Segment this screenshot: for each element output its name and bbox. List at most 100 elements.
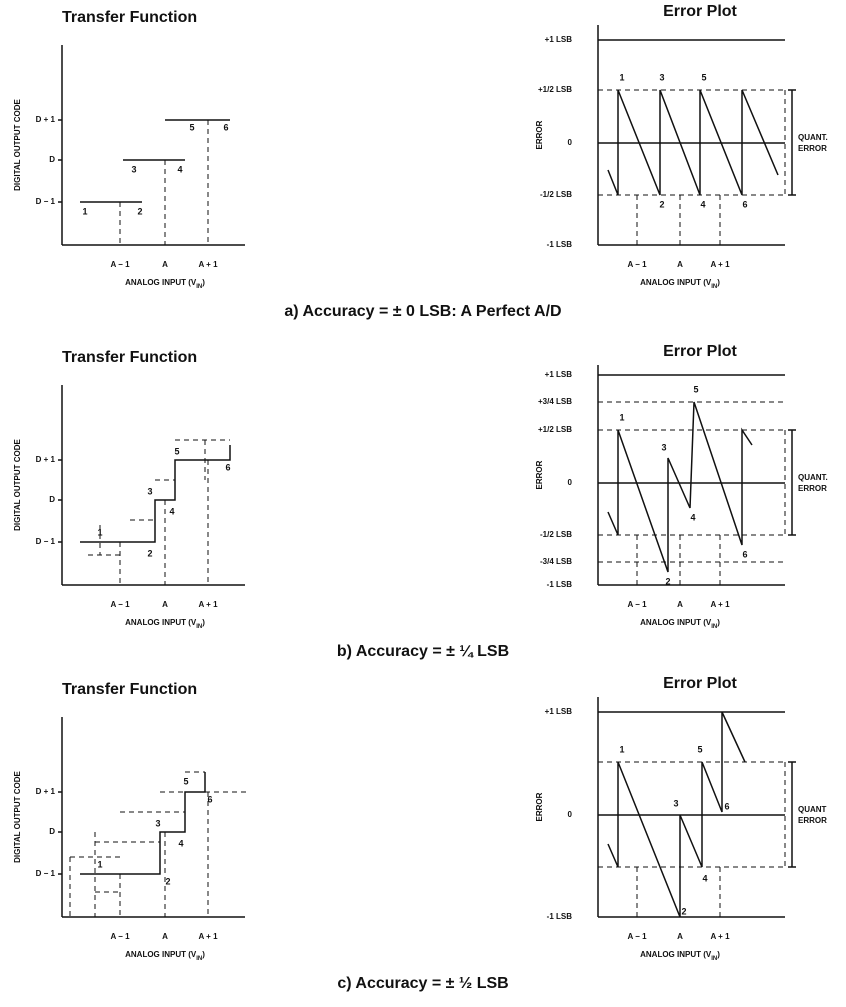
x-tick-label: A: [677, 932, 683, 941]
error-title: Error Plot: [663, 3, 737, 20]
error-tick-label: +3/4 LSB: [538, 397, 572, 406]
error-axis-label: ERROR: [535, 460, 544, 489]
x-label-end: ): [202, 950, 205, 959]
point-label: 2: [165, 876, 170, 886]
caption: c) Accuracy = ± ½ LSB: [337, 975, 508, 992]
point-label: 3: [659, 72, 664, 82]
x-label-sub: IN: [711, 624, 717, 630]
y-tick-label: D + 1: [36, 455, 56, 464]
x-tick-label: A − 1: [627, 260, 647, 269]
x-label-end: ): [717, 950, 720, 959]
y-tick-label: D: [49, 827, 55, 836]
error-tick-label: -1/2 LSB: [540, 530, 572, 539]
error-title: Error Plot: [663, 675, 737, 692]
x-tick-label: A − 1: [110, 600, 130, 609]
x-tick-label: A + 1: [710, 260, 730, 269]
caption: a) Accuracy = ± 0 LSB: A Perfect A/D: [284, 303, 561, 320]
point-label: 2: [681, 906, 686, 916]
point-label: 1: [97, 527, 102, 537]
x-tick-label: A + 1: [198, 932, 218, 941]
panel: Transfer Function DIGITAL OUTPUT CODE D + …: [13, 675, 827, 992]
x-tick-label: A − 1: [627, 932, 647, 941]
point-label: 3: [155, 818, 160, 828]
x-label-text: ANALOG INPUT (V: [125, 278, 197, 287]
quant-error-label: QUANT: [798, 805, 827, 814]
point-label: 4: [178, 838, 183, 848]
panel: Transfer Function DIGITAL OUTPUT CODE D + …: [13, 3, 828, 320]
point-label: 5: [701, 72, 706, 82]
error-axis-label: ERROR: [535, 792, 544, 821]
x-label-end: ): [717, 618, 720, 627]
point-label: 2: [659, 199, 664, 209]
quant-error-label: QUANT.: [798, 473, 828, 482]
x-axis-label: ANALOG INPUT (VIN): [640, 278, 720, 289]
transfer-title: Transfer Function: [62, 681, 197, 698]
y-tick-label: D − 1: [36, 537, 56, 546]
x-tick-label: A: [162, 260, 168, 269]
x-label-text: ANALOG INPUT (V: [125, 950, 197, 959]
y-axis-label: DIGITAL OUTPUT CODE: [13, 98, 22, 190]
x-tick-label: A + 1: [710, 932, 730, 941]
x-label-text: ANALOG INPUT (V: [640, 278, 712, 287]
x-label-end: ): [202, 278, 205, 287]
error-tick-label: -1 LSB: [547, 912, 573, 921]
error-sawtooth: [607, 401, 753, 573]
x-label-sub: IN: [196, 956, 202, 962]
point-label: 3: [147, 486, 152, 496]
staircase: [80, 445, 231, 543]
point-label: 6: [207, 794, 212, 804]
error-tick-label: -1 LSB: [547, 580, 573, 589]
x-tick-label: A: [677, 260, 683, 269]
transfer-title: Transfer Function: [62, 349, 197, 366]
point-label: 5: [183, 776, 188, 786]
point-label: 5: [174, 446, 179, 456]
point-label: 3: [661, 442, 666, 452]
quant-error-label: QUANT.: [798, 133, 828, 142]
point-label: 6: [225, 462, 230, 472]
point-label: 1: [619, 744, 624, 754]
point-label: 1: [619, 72, 624, 82]
transfer-title: Transfer Function: [62, 9, 197, 26]
y-tick-label: D − 1: [36, 869, 56, 878]
error-tick-label: +1/2 LSB: [538, 85, 572, 94]
error-tick-label: -3/4 LSB: [540, 557, 572, 566]
point-label: 2: [137, 206, 142, 216]
x-axis-label: ANALOG INPUT (VIN): [125, 278, 205, 289]
error-axis-label: ERROR: [535, 120, 544, 149]
error-tick-label: -1/2 LSB: [540, 190, 572, 199]
x-tick-label: A − 1: [110, 932, 130, 941]
point-label: 3: [131, 164, 136, 174]
error-tick-label: 0: [568, 138, 573, 147]
point-label: 1: [97, 859, 102, 869]
x-label-sub: IN: [711, 284, 717, 290]
x-label-sub: IN: [196, 284, 202, 290]
y-tick-label: D: [49, 155, 55, 164]
error-tick-label: +1/2 LSB: [538, 425, 572, 434]
panel: Transfer Function DIGITAL OUTPUT CODE D + …: [13, 343, 828, 660]
point-label: 1: [82, 206, 87, 216]
error-sawtooth: [607, 89, 779, 196]
x-tick-label: A: [677, 600, 683, 609]
point-label: 5: [697, 744, 702, 754]
x-tick-label: A: [162, 932, 168, 941]
error-tick-label: +1 LSB: [545, 707, 573, 716]
x-label-text: ANALOG INPUT (V: [640, 618, 712, 627]
y-tick-label: D − 1: [36, 197, 56, 206]
x-label-sub: IN: [711, 956, 717, 962]
x-label-text: ANALOG INPUT (V: [640, 950, 712, 959]
quant-error-label: ERROR: [798, 484, 827, 493]
x-label-text: ANALOG INPUT (V: [125, 618, 197, 627]
point-label: 6: [742, 549, 747, 559]
error-tick-label: +1 LSB: [545, 370, 573, 379]
y-tick-label: D: [49, 495, 55, 504]
point-label: 6: [724, 801, 729, 811]
point-label: 4: [700, 199, 705, 209]
x-label-sub: IN: [196, 624, 202, 630]
point-label: 1: [619, 412, 624, 422]
error-tick-label: -1 LSB: [547, 240, 573, 249]
point-label: 5: [189, 122, 194, 132]
x-label-end: ): [202, 618, 205, 627]
point-label: 2: [147, 548, 152, 558]
point-label: 4: [690, 512, 695, 522]
